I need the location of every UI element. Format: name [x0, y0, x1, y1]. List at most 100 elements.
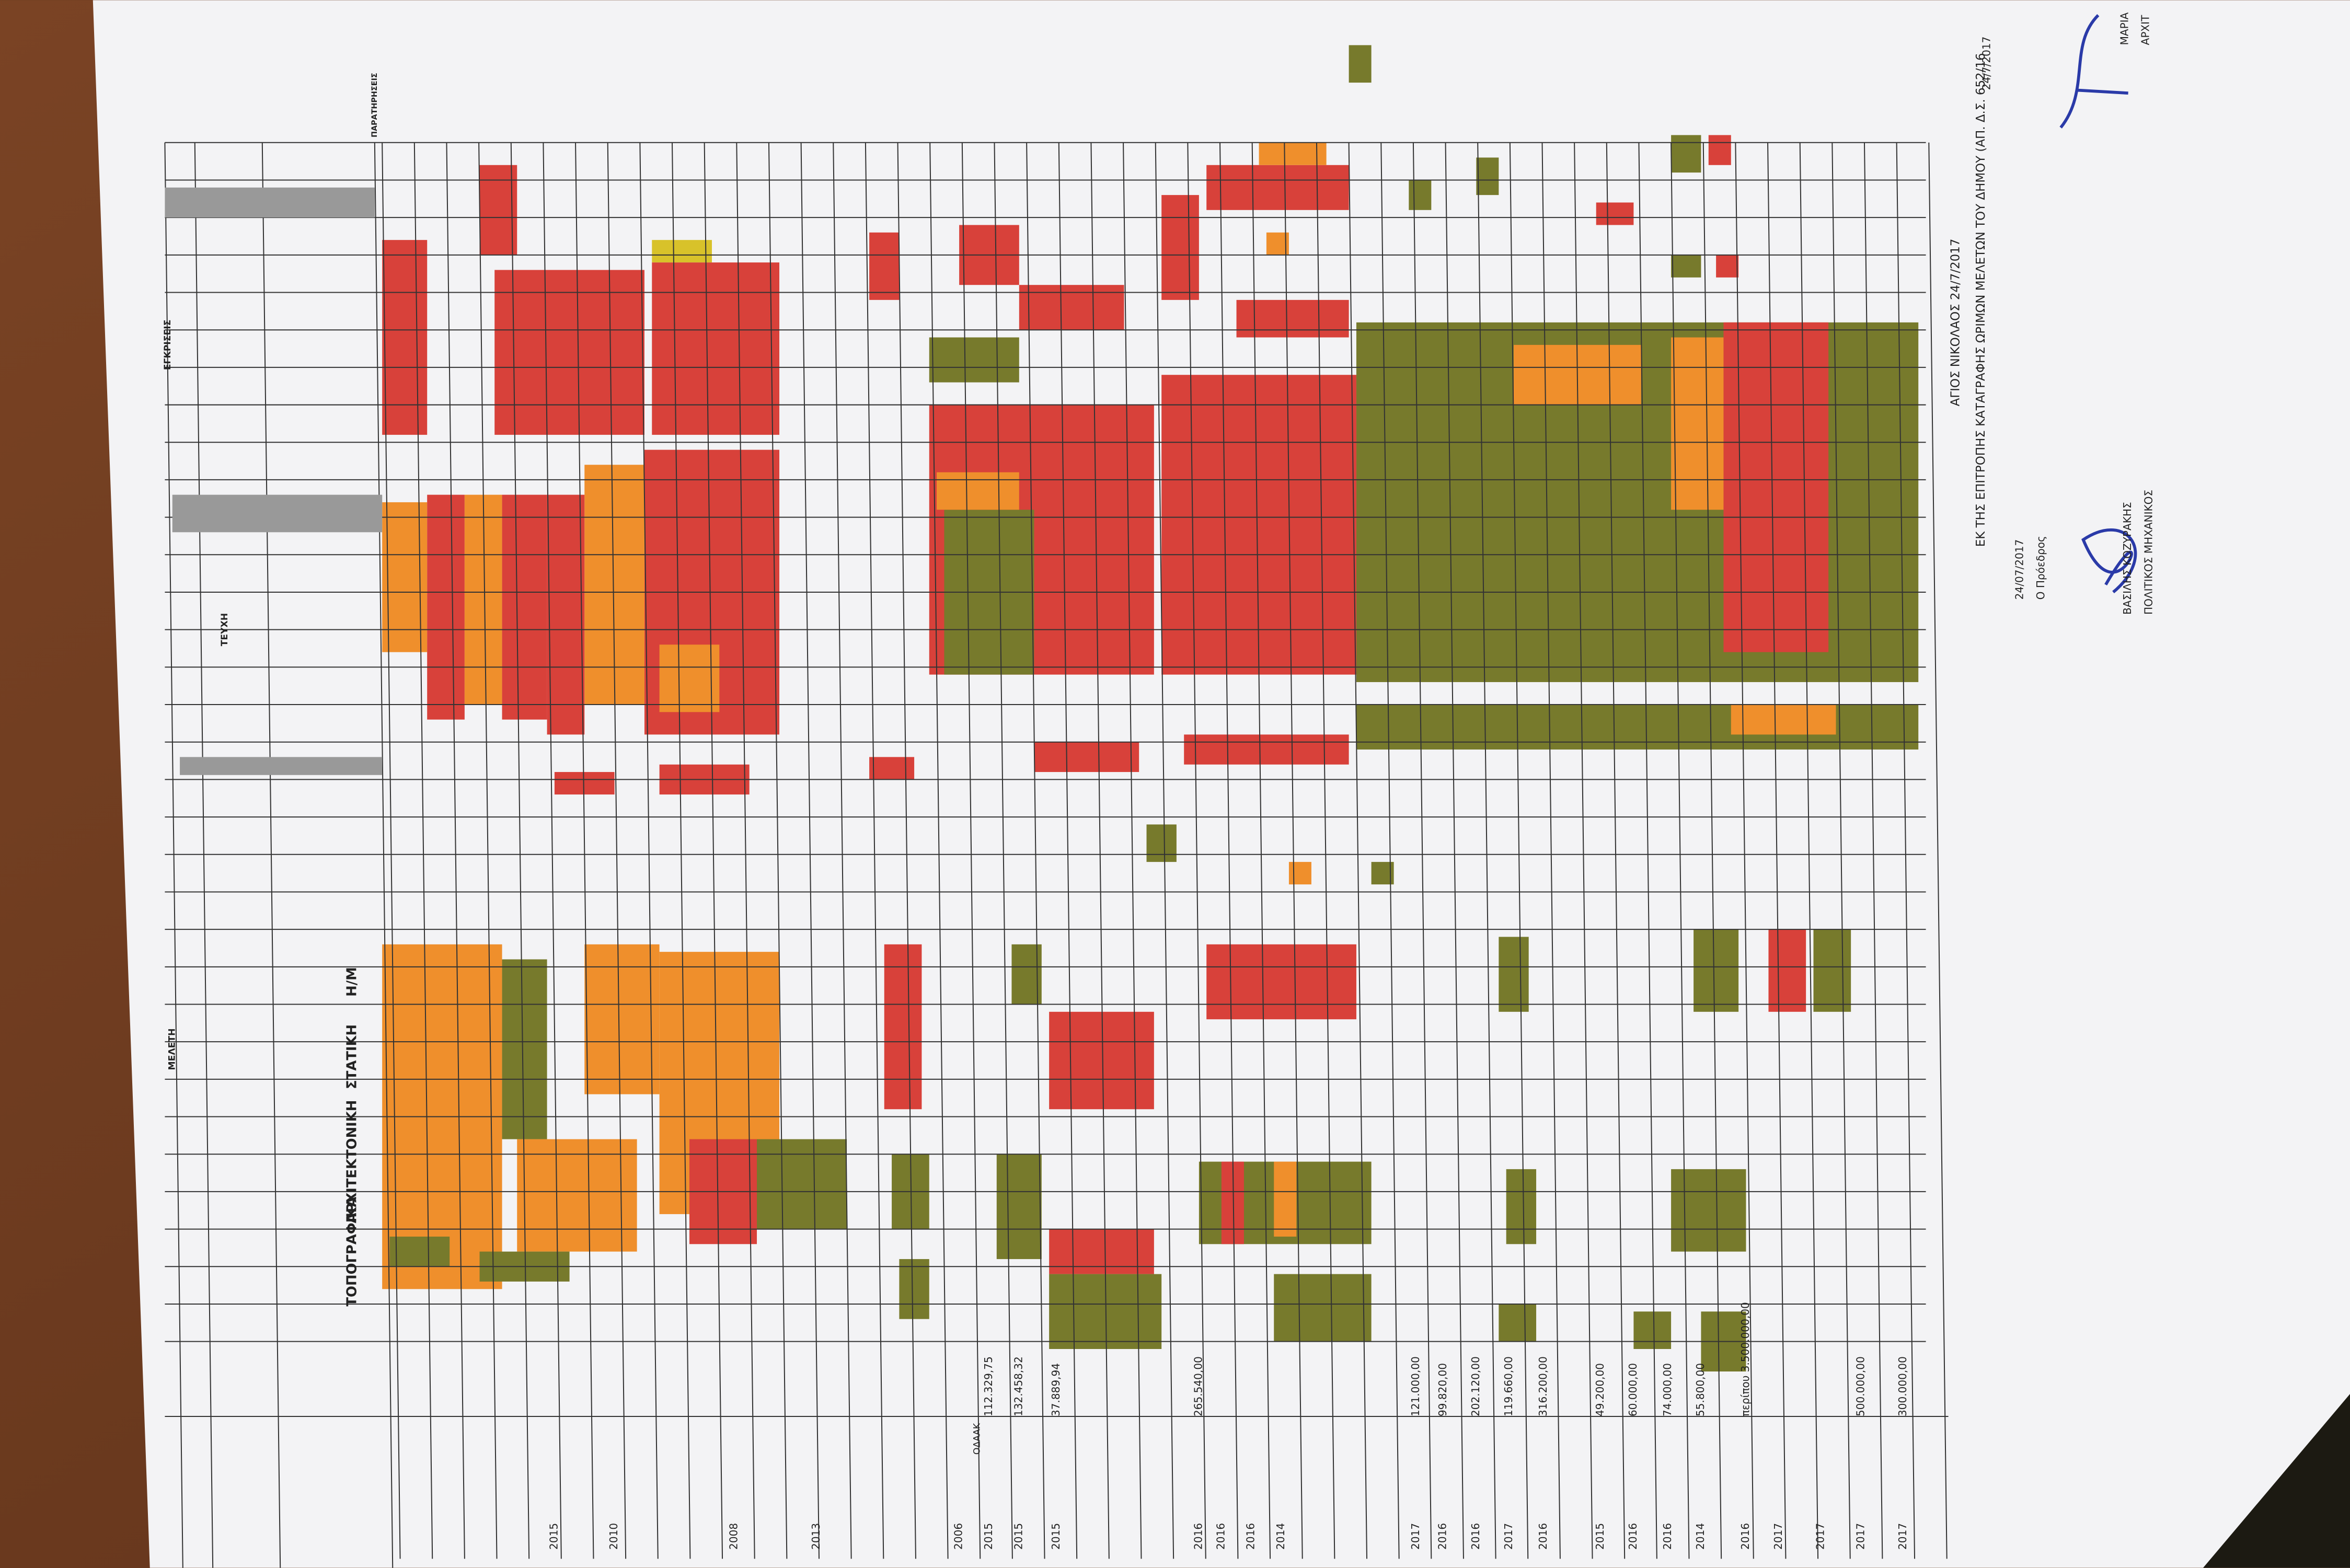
row-year: 2016: [1214, 1523, 1227, 1550]
row-year: 2015: [1012, 1523, 1024, 1550]
row-amount: 112.329,75: [982, 1356, 995, 1416]
dark-object: [2203, 1394, 2350, 1568]
row-amount: 132.458,32: [1012, 1356, 1024, 1416]
table-grid: [164, 142, 1949, 1568]
status-cell: [1671, 135, 1701, 173]
status-cell: [1206, 165, 1349, 210]
grid-line: [897, 142, 916, 1559]
status-cell: [1506, 1169, 1537, 1244]
status-cell: [1161, 195, 1199, 300]
column-header: ΤΟΠΟΓΡΑΦΙΚΑ: [344, 1197, 360, 1307]
row-year: 2006: [952, 1523, 965, 1550]
grid-line: [1058, 142, 1078, 1559]
chair-name: ΒΑΣΙΛΗΣ ΚΟΖΥΡΑΚΗΣ: [2121, 502, 2134, 615]
status-cell: [494, 270, 644, 435]
row-year: 2014: [1274, 1523, 1287, 1550]
grid-line: [478, 142, 498, 1559]
grid-line: [575, 142, 594, 1559]
row-year: 2017: [1772, 1523, 1784, 1550]
second-title: ΑΡΧΙΤ: [2139, 15, 2152, 45]
status-cell: [899, 1259, 929, 1319]
signature: [2059, 14, 2128, 129]
row-year: 2016: [1661, 1523, 1674, 1550]
column-header: ΣΤΑΤΙΚΗ: [344, 1024, 360, 1089]
grid-line: [1606, 142, 1626, 1559]
grid-line: [961, 142, 981, 1559]
status-cell: [547, 494, 585, 735]
grid-line: [1638, 142, 1657, 1559]
row-year: 2016: [1739, 1523, 1752, 1550]
row-year: 2017: [1409, 1523, 1422, 1550]
row-amount: 121.000,00: [1409, 1356, 1422, 1416]
grid-line: [1928, 142, 1948, 1559]
status-cell: [652, 262, 780, 435]
row-year: 2015: [547, 1523, 560, 1550]
grid-line: [510, 142, 530, 1559]
row-year: 2017: [1502, 1523, 1515, 1550]
status-cell: [1694, 929, 1739, 1012]
grid-line: [1316, 142, 1335, 1559]
place-date: ΑΓΙΟΣ ΝΙΚΟΛΑΟΣ 24/7/2017: [1949, 238, 1962, 406]
grid-line: [672, 142, 691, 1559]
status-cell: [1236, 299, 1349, 338]
status-cell: [1499, 1304, 1537, 1342]
row-year: 2016: [1627, 1523, 1639, 1550]
status-cell: [1019, 285, 1124, 330]
committee-title: ΕΚ ΤΗΣ ΕΠΙΤΡΟΠΗΣ ΚΑΤΑΓΡΑΦΗΣ ΩΡΙΜΩΝ ΜΕΛΕΤ…: [1974, 53, 1988, 547]
status-cell: [1034, 742, 1139, 773]
status-cell: [1206, 944, 1356, 1020]
grid-line: [1187, 142, 1206, 1559]
status-cell: [1049, 1011, 1154, 1110]
grid-line: [800, 142, 820, 1559]
row-amount: 74.000,00: [1661, 1363, 1674, 1416]
group-header: ΠΑΡΑΤΗΡΗΣΕΙΣ: [371, 73, 379, 137]
grid-line: [446, 142, 465, 1559]
grid-line: [1219, 142, 1239, 1559]
grid-line: [1380, 142, 1400, 1559]
row-amount: 265.540,00: [1192, 1356, 1204, 1416]
column-header: Η/Μ: [344, 967, 360, 997]
grid-line: [1735, 142, 1754, 1559]
status-cell: [382, 240, 428, 435]
row-amount: 37.889,94: [1050, 1363, 1062, 1416]
status-cell: [502, 494, 547, 720]
status-cell: [1349, 45, 1372, 83]
status-cell: [1274, 1161, 1297, 1237]
status-cell: [1049, 1229, 1154, 1274]
status-cell: [517, 1139, 637, 1252]
column-header: ΑΡΧΙΤΕΚΤΟΝΙΚΗ: [344, 1100, 360, 1224]
labels: ΜΕΛΕΤΗ ΤΕΥΧΗ ΕΓΚΡΙΣΕΙΣ ΠΑΡΑΤΗΡΗΣΕΙΣ ΤΟΠΟΓΡΑΦ…: [163, 12, 2155, 1550]
grid-line: [736, 142, 755, 1559]
status-cell: [1146, 824, 1177, 862]
grid-line: [1671, 142, 1690, 1559]
row-amount: 500.000,00: [1854, 1356, 1867, 1416]
grid-line: [261, 142, 281, 1568]
status-cell: [1499, 937, 1529, 1012]
row-year: 2015: [982, 1523, 995, 1550]
header-shade: [165, 187, 375, 218]
grid-line: [1574, 142, 1593, 1559]
status-cell: [869, 232, 900, 300]
grid-line: [929, 142, 949, 1559]
row-year: 2016: [1469, 1523, 1482, 1550]
row-year: 2015: [1050, 1523, 1062, 1550]
grid-line: [1863, 142, 1883, 1559]
status-cell: [757, 1139, 847, 1229]
status-cell: [1723, 322, 1829, 652]
grid-line: [1509, 142, 1529, 1559]
status-cell: [1671, 1169, 1746, 1252]
row-amount: 202.120,00: [1469, 1356, 1482, 1416]
row-amount: 300.000,00: [1896, 1356, 1909, 1416]
status-cell: [584, 944, 660, 1094]
grid-line: [1155, 142, 1174, 1559]
grid-line: [1090, 142, 1110, 1559]
group-header: ΜΕΛΕΤΗ: [167, 1029, 178, 1070]
signature: [2081, 528, 2137, 594]
grid-line: [768, 142, 788, 1559]
row-amount: 99.820,00: [1436, 1363, 1449, 1416]
row-year: 2017: [1896, 1523, 1909, 1550]
grid-line: [1348, 142, 1368, 1559]
row-amount: 119.660,00: [1502, 1356, 1515, 1416]
row-year: 2014: [1694, 1523, 1707, 1550]
